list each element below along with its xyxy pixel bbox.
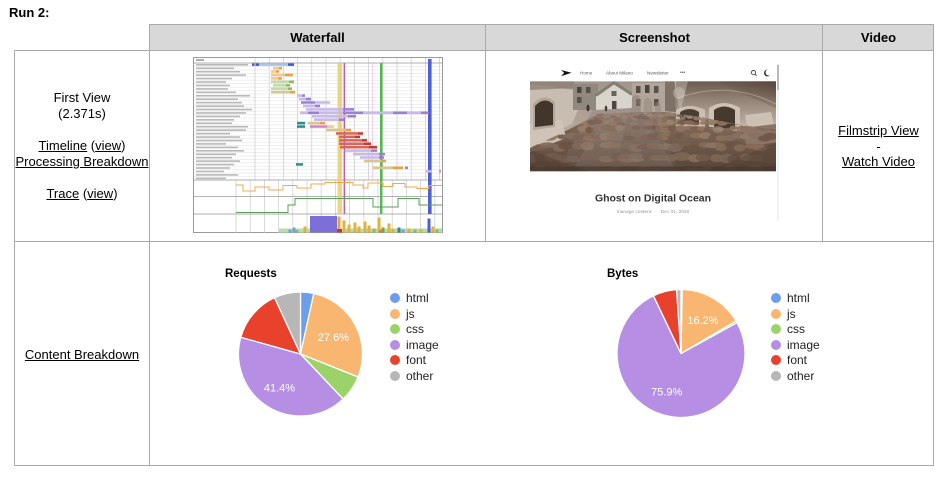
svg-text:Newsletter: Newsletter (647, 71, 669, 76)
svg-text:16.2%: 16.2% (687, 315, 718, 327)
svg-text:Ghost on Digital Ocean: Ghost on Digital Ocean (595, 193, 711, 205)
svg-text:Home: Home (580, 71, 593, 76)
svg-text:41.4%: 41.4% (264, 383, 295, 395)
svg-text:About Milano: About Milano (606, 71, 633, 76)
svg-text:27.6%: 27.6% (318, 332, 349, 344)
svg-text:•••: ••• (680, 70, 686, 76)
svg-text:manage content · Dec 01, 2: manage content · Dec 01, 2020 (617, 209, 690, 215)
svg-text:75.9%: 75.9% (651, 387, 682, 399)
